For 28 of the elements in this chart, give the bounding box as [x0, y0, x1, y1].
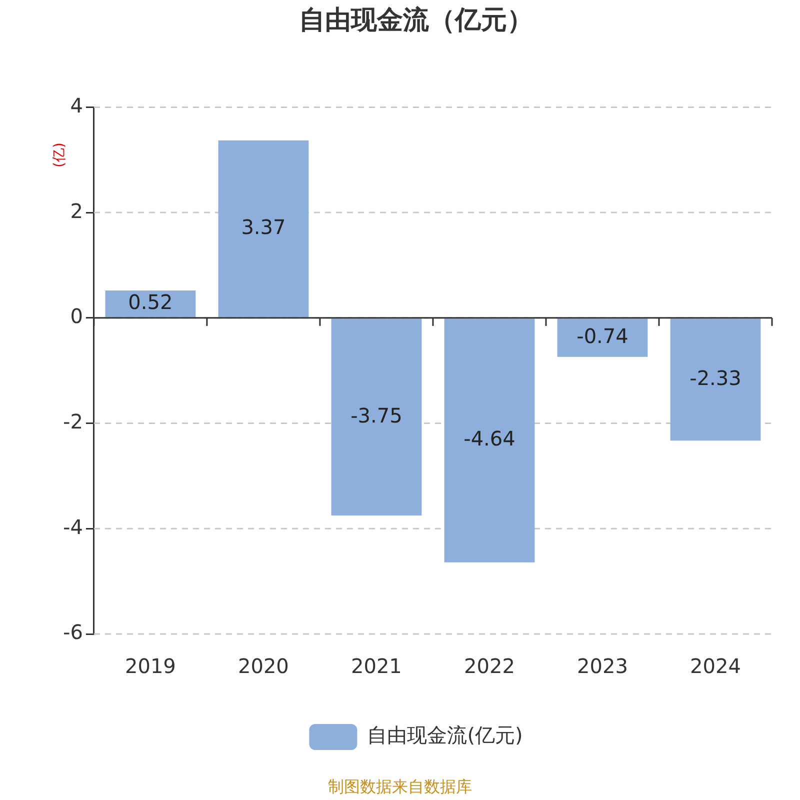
- x-tick-label: 2023: [577, 654, 628, 678]
- bar: [218, 140, 309, 318]
- y-axis-title: (亿): [52, 142, 68, 168]
- y-tick-label: -4: [62, 514, 83, 539]
- bar: [444, 318, 535, 562]
- y-tick-label: 4: [70, 93, 83, 118]
- text: 制图数据来自数据库: [328, 777, 472, 796]
- bar: [331, 318, 422, 516]
- data-label: 3.37: [241, 214, 286, 239]
- x-tick-label: 2021: [351, 654, 402, 678]
- x-tick-label: 2024: [690, 654, 741, 678]
- data-label: -3.75: [350, 403, 402, 428]
- data-label: -0.74: [576, 324, 628, 348]
- x-tick-label: 2019: [124, 654, 176, 678]
- chart-title: 自由现金流（亿元）: [299, 5, 533, 36]
- bar: [670, 318, 761, 441]
- y-tick-label: -2: [62, 409, 83, 434]
- legend-label: 自由现金流(亿元): [367, 723, 523, 748]
- x-tick-label: 2020: [238, 654, 289, 678]
- bar: [557, 318, 648, 357]
- bar: [105, 290, 196, 318]
- data-label: -2.33: [690, 366, 742, 390]
- y-tick-label: -6: [62, 620, 83, 644]
- data-label: 0.52: [128, 290, 173, 314]
- x-tick-label: 2022: [464, 654, 515, 678]
- y-tick-label: 0: [70, 304, 83, 328]
- data-label: -4.64: [464, 426, 516, 451]
- y-tick-label: 2: [70, 198, 83, 223]
